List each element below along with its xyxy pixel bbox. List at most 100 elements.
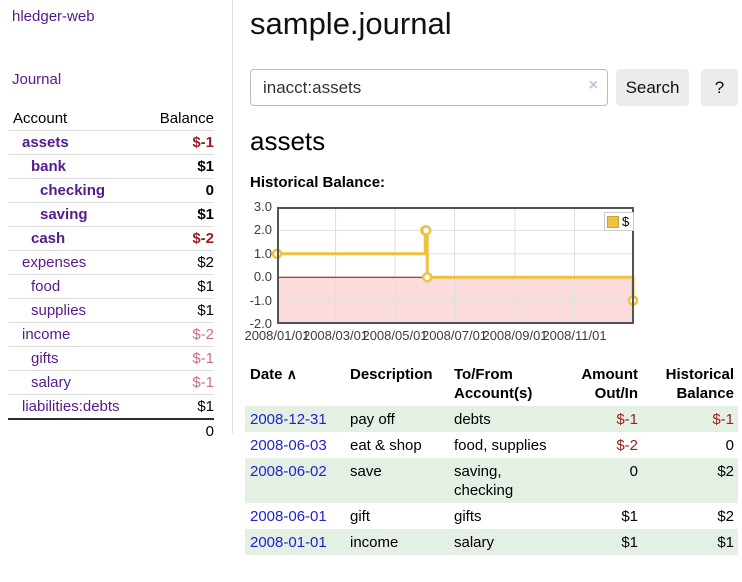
- y-tick-label: 0.0: [253, 269, 272, 285]
- balance-chart-svg: [271, 207, 639, 324]
- transaction-amount: $-1: [616, 411, 638, 428]
- transaction-accounts: debts: [449, 406, 564, 432]
- account-balance: $-2: [192, 230, 214, 247]
- x-tick-label: 2008/09/01: [482, 328, 548, 343]
- transaction-row: 2008-06-01 gift gifts $1 $2: [245, 503, 738, 529]
- sidebar-account-liabilities-debts[interactable]: liabilities:debts: [22, 398, 120, 415]
- account-row: food $1: [8, 274, 214, 298]
- transaction-description: save: [345, 458, 449, 503]
- register-header-row: Date ∧ Description To/From Account(s) Am…: [245, 363, 738, 406]
- search-input[interactable]: [250, 69, 608, 106]
- sidebar-item-journal[interactable]: Journal: [12, 71, 62, 88]
- account-row: cash $-2: [8, 226, 214, 250]
- x-tick-label: 2008/05/01: [362, 328, 428, 343]
- sidebar-account-gifts[interactable]: gifts: [31, 350, 59, 367]
- column-header-date[interactable]: Date ∧: [245, 363, 345, 406]
- search-button[interactable]: Search: [616, 69, 689, 106]
- transaction-balance: 0: [725, 437, 734, 454]
- app-brand-link[interactable]: hledger-web: [12, 8, 95, 25]
- transaction-accounts: food, supplies: [454, 437, 547, 454]
- transaction-date-link[interactable]: 2008-01-01: [250, 534, 327, 551]
- sort-ascending-icon: ∧: [286, 366, 297, 382]
- account-row: bank $1: [8, 154, 214, 178]
- account-balance: $-2: [192, 326, 214, 343]
- transaction-balance: $2: [717, 508, 734, 525]
- column-header-description: Description: [350, 366, 433, 383]
- account-balance: 0: [205, 182, 214, 199]
- transaction-amount: 0: [564, 458, 642, 503]
- column-header-amount: Amount Out/In: [581, 366, 638, 402]
- sidebar-account-food[interactable]: food: [31, 278, 61, 295]
- account-balance: $-1: [192, 374, 214, 391]
- y-tick-label: 1.0: [253, 245, 272, 261]
- transaction-description: eat & shop: [350, 437, 422, 454]
- sidebar-account-cash[interactable]: cash: [31, 230, 66, 247]
- account-row: supplies $1: [8, 298, 214, 322]
- accounts-table: Account Balance assets $-1 bank $1 check…: [8, 106, 214, 442]
- account-balance: $1: [197, 278, 214, 295]
- register-account-heading: assets: [250, 126, 326, 156]
- account-balance: $2: [197, 254, 214, 271]
- transaction-balance: $2: [642, 458, 738, 503]
- transaction-date-link[interactable]: 2008-06-02: [250, 463, 327, 480]
- transaction-amount: $1: [564, 529, 642, 555]
- x-tick-label: 2008/01/01: [244, 328, 310, 343]
- balance-column-header: Balance: [159, 109, 214, 127]
- transaction-row: 2008-12-31 pay off debts $-1 $-1: [245, 406, 738, 432]
- chart-title: Historical Balance:: [250, 174, 386, 191]
- chart-legend: $: [604, 212, 635, 231]
- transaction-row: 2008-06-03 eat & shop food, supplies $-2…: [245, 432, 738, 458]
- x-tick-label: 2008/03/01: [302, 328, 369, 343]
- account-row: checking 0: [8, 178, 214, 202]
- accounts-table-header: Account Balance: [8, 106, 214, 130]
- account-row: assets $-1: [8, 130, 214, 154]
- sidebar-account-checking[interactable]: checking: [40, 182, 106, 199]
- transaction-date-link[interactable]: 2008-06-01: [250, 508, 327, 525]
- help-button[interactable]: ?: [701, 69, 738, 106]
- account-row: gifts $-1: [8, 346, 214, 370]
- y-tick-label: 2.0: [253, 222, 272, 238]
- sidebar-account-salary[interactable]: salary: [31, 374, 72, 391]
- date-header-label: Date: [250, 366, 283, 383]
- account-balance: $1: [197, 206, 214, 223]
- transaction-balance: $1: [642, 529, 738, 555]
- transaction-accounts: saving, checking: [449, 458, 564, 503]
- main-content: sample.journal × Search ? assets Histori…: [244, 0, 742, 582]
- legend-label: $: [622, 214, 630, 229]
- account-balance: $1: [197, 158, 214, 175]
- transaction-accounts: gifts: [454, 508, 482, 525]
- x-tick-label: 2008/11/01: [542, 328, 607, 343]
- transaction-date-link[interactable]: 2008-12-31: [250, 411, 327, 428]
- y-tick-label: 3.0: [253, 199, 272, 214]
- transaction-description: pay off: [345, 406, 449, 432]
- transaction-amount: $-2: [616, 437, 638, 454]
- account-row: income $-2: [8, 322, 214, 346]
- register-table: Date ∧ Description To/From Account(s) Am…: [245, 363, 738, 555]
- accounts-total-row: 0: [8, 418, 214, 442]
- sidebar-account-income[interactable]: income: [22, 326, 71, 343]
- sidebar-account-supplies[interactable]: supplies: [31, 302, 87, 319]
- sidebar-account-expenses[interactable]: expenses: [22, 254, 87, 271]
- sidebar-account-saving[interactable]: saving: [40, 206, 88, 223]
- account-row: liabilities:debts $1: [8, 394, 214, 418]
- transaction-amount: $1: [621, 508, 638, 525]
- transaction-date-link[interactable]: 2008-06-03: [250, 437, 327, 454]
- legend-swatch-icon: [607, 215, 619, 228]
- transaction-balance: $-1: [712, 411, 734, 428]
- account-column-header: Account: [13, 109, 68, 127]
- x-tick-label: 2008/07/01: [421, 328, 488, 343]
- y-tick-label: -2.0: [249, 316, 272, 331]
- page-title: sample.journal: [250, 6, 452, 41]
- column-header-tofrom: To/From Account(s): [454, 366, 533, 402]
- account-row: saving $1: [8, 202, 214, 226]
- sidebar-account-bank[interactable]: bank: [31, 158, 67, 175]
- account-row: expenses $2: [8, 250, 214, 274]
- historical-balance-chart: 3.0 2.0 1.0 0.0 -1.0 -2.0 2008/01/01 2008/03/0…: [244, 198, 742, 348]
- transaction-description: income: [345, 529, 449, 555]
- search-bar: ×: [250, 69, 608, 106]
- y-tick-label: -1.0: [249, 292, 272, 308]
- sidebar-account-assets[interactable]: assets: [22, 134, 69, 151]
- column-header-balance: Historical Balance: [665, 366, 734, 402]
- clear-search-icon[interactable]: ×: [588, 77, 598, 94]
